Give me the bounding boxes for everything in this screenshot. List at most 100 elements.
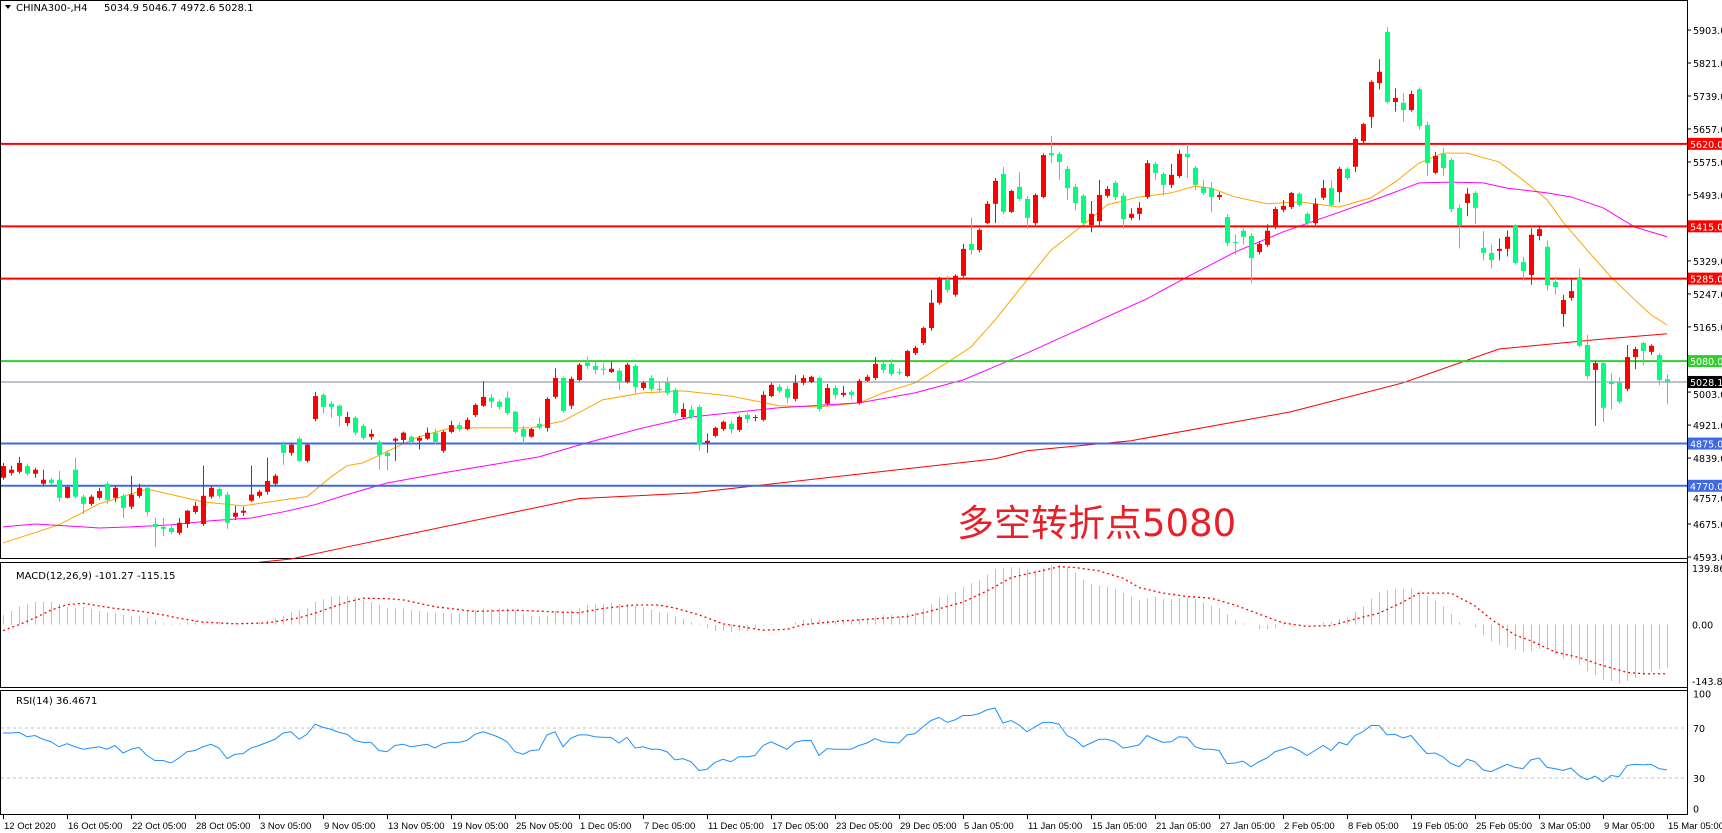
candle-body [121,495,126,508]
bullish-candle [65,485,70,499]
candle-body [561,377,566,411]
bearish-candle [729,420,734,434]
rsi-panel[interactable] [0,690,1688,815]
candle-body [633,365,638,387]
bearish-candle [689,405,694,420]
candle-body [785,388,790,398]
time-tick-label: 19 Feb 05:00 [1412,821,1468,832]
candle-body [369,433,374,437]
bullish-candle [41,469,46,486]
bullish-candle [241,506,246,516]
candle-body [473,404,478,415]
bullish-candle [97,487,102,500]
candle-body [1265,230,1270,245]
candle-body [1393,97,1398,103]
candle-body [1113,182,1118,197]
candle-body [1345,168,1350,179]
time-tick-label: 11 Dec 05:00 [708,821,764,832]
bullish-candle [369,429,374,440]
candle-body [337,405,342,416]
candle-body [1257,244,1262,253]
bearish-candle [385,450,390,471]
candle-body [1665,379,1670,382]
candle-body [1545,246,1550,286]
time-tick-label: 11 Jan 05:00 [1028,821,1082,832]
bullish-candle [737,415,742,432]
candle-body [953,275,958,295]
candle-body [201,495,206,525]
bearish-candle [1297,192,1302,208]
candle-body [425,432,430,439]
bullish-candle [9,465,14,476]
level-price-label: 5620.0 [1690,140,1722,151]
bearish-candle [377,439,382,470]
price-tick-label: 5165.0 [1693,323,1722,334]
candle-body [1641,342,1646,352]
bearish-candle [1185,143,1190,179]
bearish-candle [217,485,222,498]
candle-body [153,524,158,527]
candle-body [817,377,822,409]
bullish-candle [553,368,558,399]
candle-body [1217,194,1222,197]
candle-body [1169,174,1174,185]
bearish-candle [497,399,502,410]
candle-body [1529,234,1534,275]
candle-body [113,487,118,498]
bullish-candle [705,433,710,453]
candle-body [377,441,382,455]
bearish-candle [1305,212,1310,226]
price-panel[interactable] [0,0,1688,563]
bearish-candle [1209,182,1214,213]
time-tick-label: 22 Oct 05:00 [132,821,186,832]
bearish-candle [49,477,54,485]
bullish-candle [1,462,6,480]
candle-body [353,417,358,433]
bullish-candle [577,363,582,382]
candle-body [737,417,742,430]
bearish-candle [1545,240,1550,291]
bullish-candle [401,431,406,444]
candle-body [849,392,854,395]
bullish-candle [913,345,918,356]
bearish-candle [1657,353,1662,386]
time-tick-label: 28 Oct 05:00 [196,821,250,832]
bearish-candle [1641,341,1646,366]
time-tick-label: 12 Oct 2020 [4,821,56,832]
bearish-candle [1001,166,1006,215]
bullish-candle [1569,278,1574,301]
annotation-text[interactable]: 多空转折点5080 [957,502,1236,545]
bullish-candle [961,244,966,278]
candle-body [681,408,686,418]
time-tick-label: 1 Dec 05:00 [580,821,631,832]
candle-body [1281,205,1286,210]
bullish-candle [1529,228,1534,285]
candle-body [489,397,494,402]
bearish-candle [1481,231,1486,261]
candle-body [1225,217,1230,243]
price-tick-label: 4593.0 [1693,553,1722,564]
candle-body [1129,213,1134,218]
symbol-label: CHINA300-,H4 [16,3,88,14]
bullish-candle [753,414,758,422]
triangle-down-icon[interactable] [5,5,11,9]
candle-body [521,429,526,437]
candle-body [569,378,574,406]
candle-body [865,376,870,381]
candle-body [257,491,262,496]
bullish-candle [257,489,262,498]
candle-body [441,431,446,451]
candle-body [9,469,14,473]
rsi-tick-label: 30 [1693,774,1705,785]
candle-body [1385,32,1390,103]
candle-body [657,388,662,391]
candle-body [1177,153,1182,177]
bullish-candle [289,442,294,456]
candle-body [249,494,254,501]
bearish-candle [161,517,166,537]
bearish-candle [1441,147,1446,177]
bullish-candle [481,381,486,407]
candle-body [345,417,350,424]
candle-body [1449,159,1454,210]
